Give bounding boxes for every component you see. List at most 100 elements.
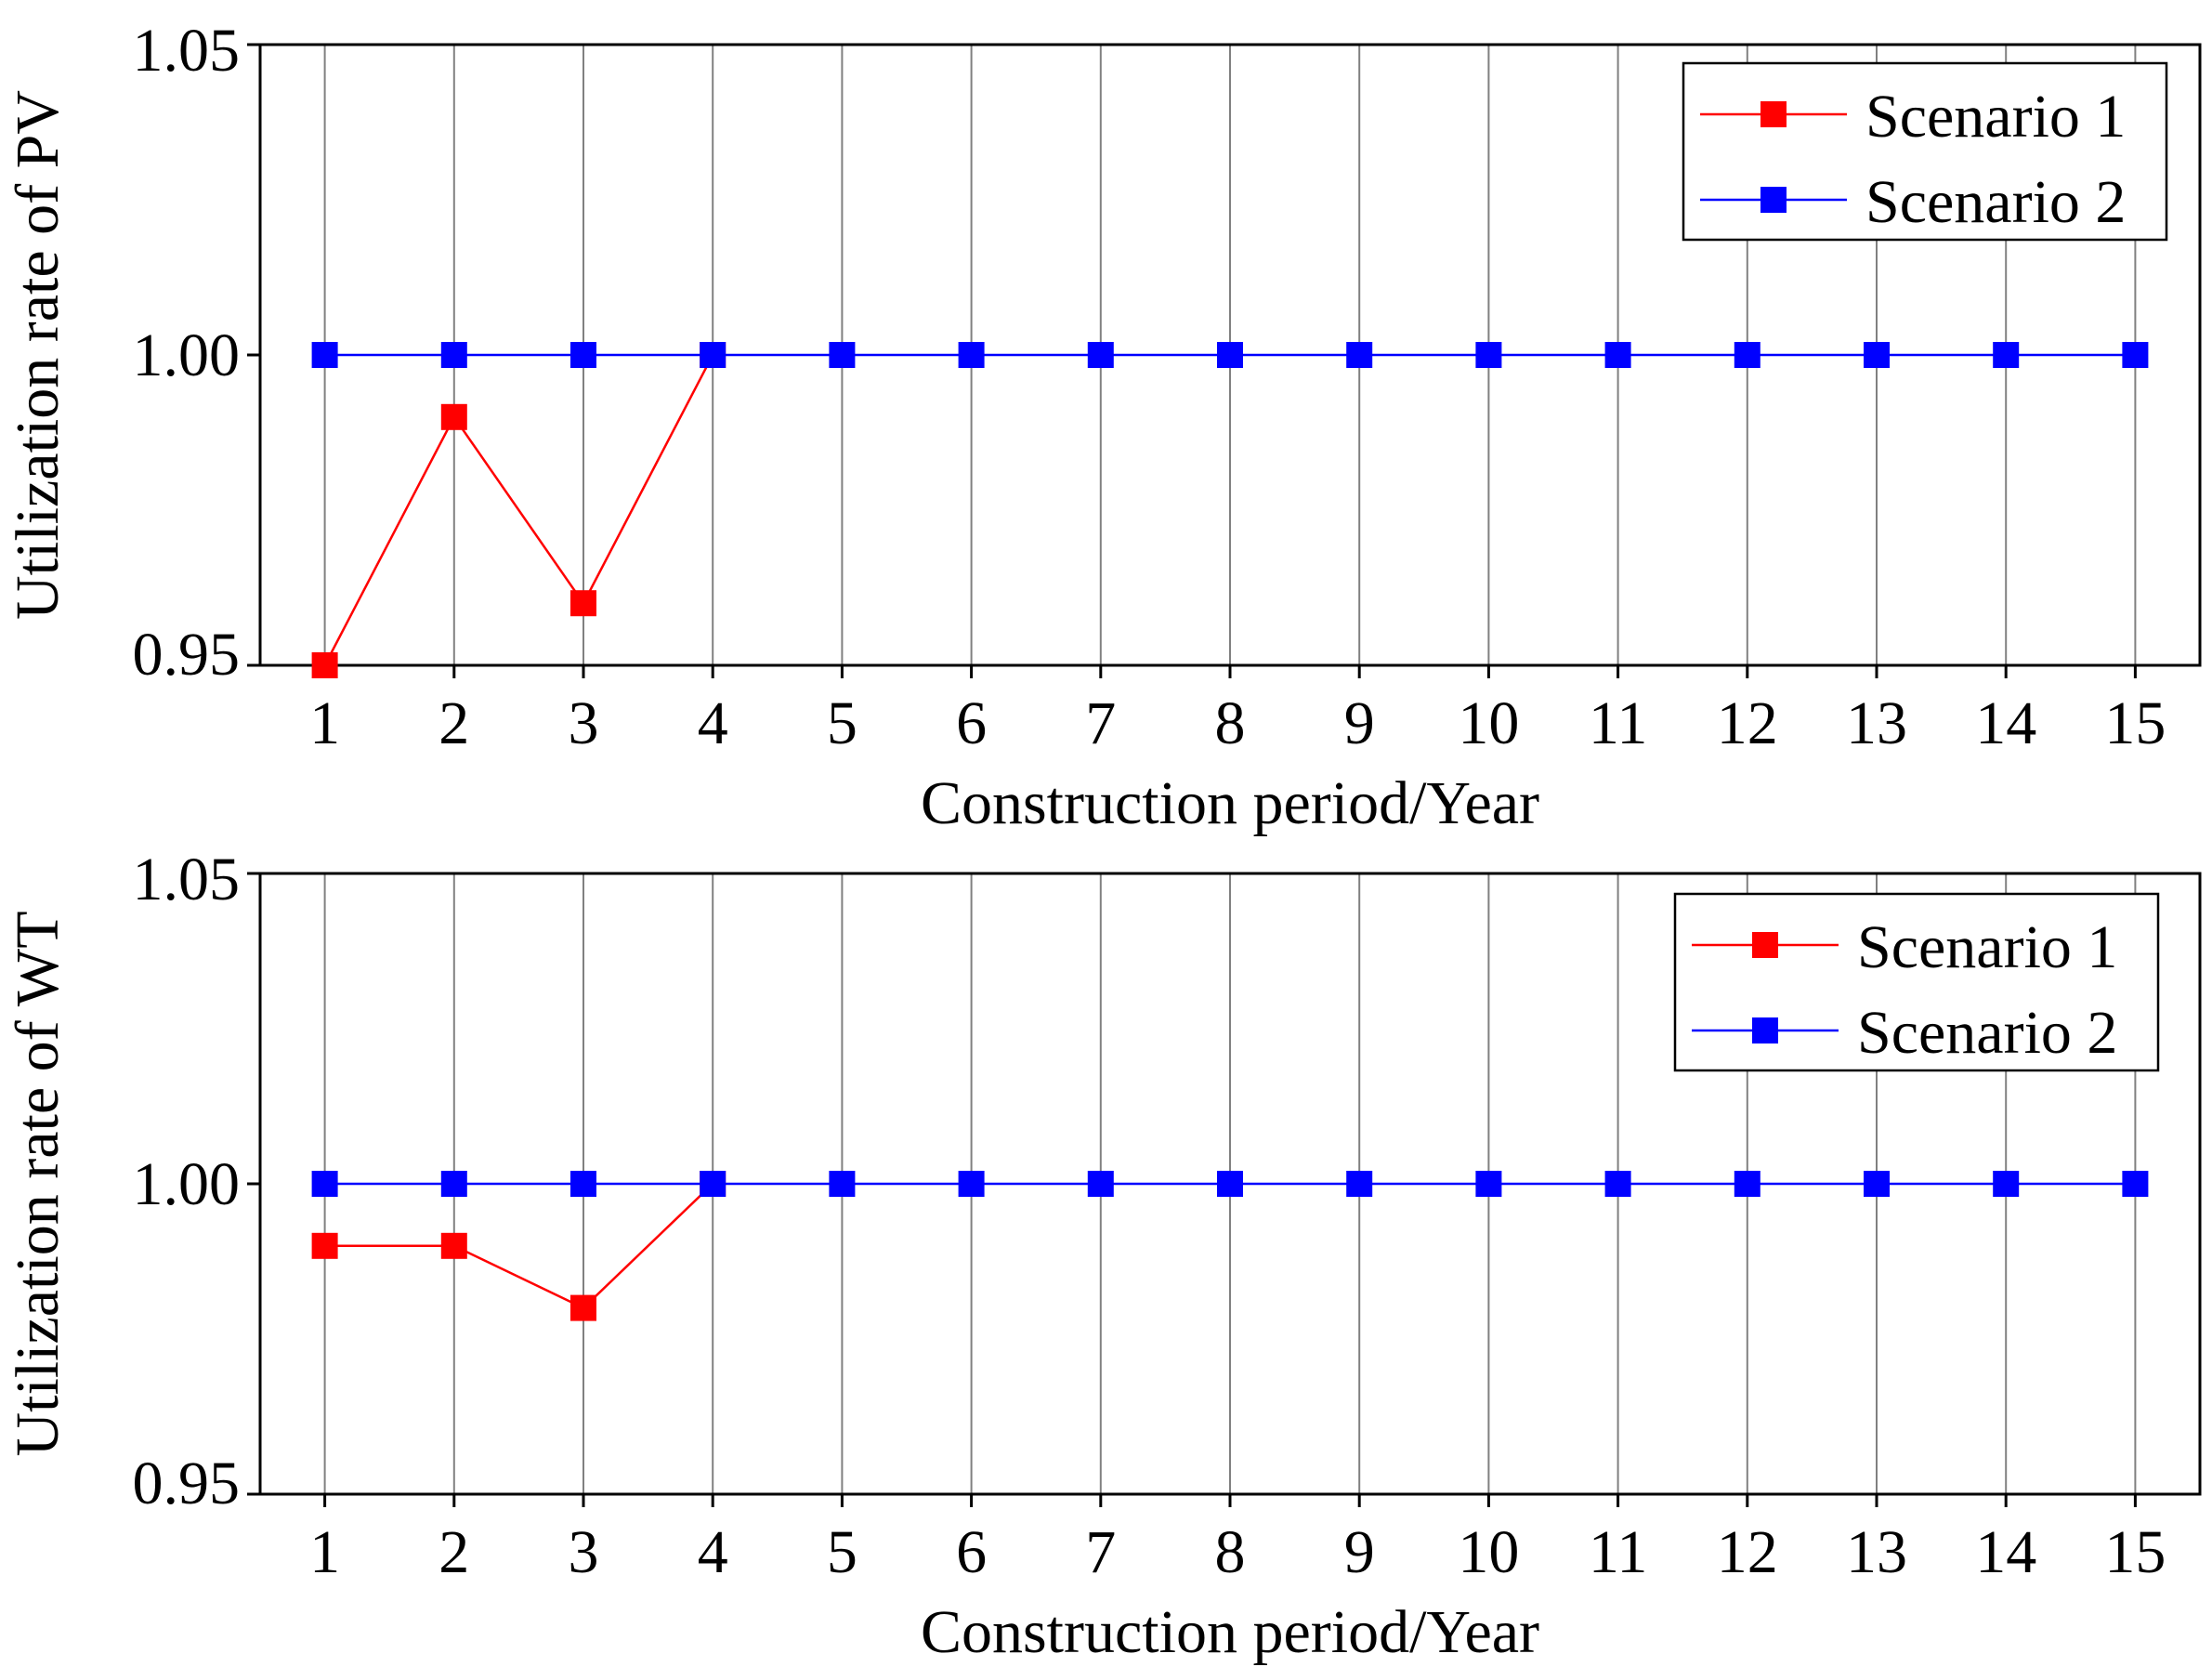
data-point bbox=[440, 403, 467, 430]
legend-label: Scenario 1 bbox=[1865, 83, 2126, 151]
chart-panel-1: 1 2 3 4 5 6 7 8 9 10 11 12 13 14 150.951.001.05Constru… bbox=[4, 17, 2202, 837]
legend: Scenario 1 Scenario 2 bbox=[1682, 61, 2168, 242]
data-point bbox=[570, 1294, 596, 1321]
x-tick-label: 12 bbox=[1717, 1518, 1778, 1586]
y-axis: 0.95 1.00 1.05 bbox=[133, 846, 260, 1517]
legend-item-1: Scenario 1 bbox=[1700, 83, 2126, 151]
data-point bbox=[440, 1171, 467, 1197]
data-point bbox=[700, 1171, 726, 1197]
data-point bbox=[570, 342, 596, 368]
data-point bbox=[1604, 1171, 1631, 1197]
data-point bbox=[570, 1171, 596, 1197]
data-point bbox=[1087, 1171, 1114, 1197]
data-point bbox=[1993, 342, 2020, 368]
series-1 bbox=[311, 342, 726, 678]
x-tick-label: 2 bbox=[438, 1518, 469, 1586]
x-tick-label: 12 bbox=[1717, 689, 1778, 757]
data-point bbox=[1475, 342, 1502, 368]
x-axis-title: Construction period/Year bbox=[921, 769, 1539, 837]
x-tick-label: 4 bbox=[698, 689, 728, 757]
legend-label: Scenario 2 bbox=[1865, 168, 2126, 236]
data-point bbox=[829, 342, 856, 368]
series-2 bbox=[311, 1171, 2149, 1197]
y-axis-title: Utilization rate of PV bbox=[4, 90, 72, 620]
x-tick-label: 11 bbox=[1589, 1518, 1648, 1586]
y-axis: 0.95 1.00 1.05 bbox=[133, 17, 260, 689]
legend-marker bbox=[1760, 187, 1787, 213]
x-tick-label: 13 bbox=[1846, 689, 1907, 757]
data-point bbox=[1864, 1171, 1890, 1197]
data-point bbox=[440, 342, 467, 368]
chart-panel-2: 1 2 3 4 5 6 7 8 9 10 11 12 13 14 150.951.001.05Constru… bbox=[4, 846, 2202, 1666]
x-tick-label: 8 bbox=[1215, 1518, 1246, 1586]
data-point bbox=[311, 652, 338, 678]
data-point bbox=[1993, 1171, 2020, 1197]
legend-item-2: Scenario 2 bbox=[1700, 168, 2126, 236]
legend-marker bbox=[1752, 932, 1778, 958]
y-tick-label: 0.95 bbox=[133, 1450, 241, 1517]
y-tick-label: 1.05 bbox=[133, 846, 241, 913]
data-point bbox=[958, 342, 985, 368]
x-axis: 1 2 3 4 5 6 7 8 9 10 11 12 13 14 15 bbox=[309, 665, 2166, 757]
series-line bbox=[324, 1183, 714, 1310]
data-point bbox=[311, 1232, 338, 1259]
x-tick-label: 3 bbox=[569, 1518, 599, 1586]
data-point bbox=[1604, 342, 1631, 368]
y-axis-title: Utilization rate of WT bbox=[4, 911, 72, 1456]
series-2 bbox=[311, 342, 2149, 368]
y-tick-label: 0.95 bbox=[133, 621, 241, 689]
data-point bbox=[440, 1232, 467, 1259]
legend-item-2: Scenario 2 bbox=[1692, 999, 2117, 1067]
legend-item-1: Scenario 1 bbox=[1692, 913, 2117, 981]
y-tick-label: 1.00 bbox=[133, 322, 241, 389]
data-point bbox=[1864, 342, 1890, 368]
data-point bbox=[1346, 1171, 1373, 1197]
x-tick-label: 15 bbox=[2104, 689, 2166, 757]
x-tick-label: 13 bbox=[1846, 1518, 1907, 1586]
x-tick-label: 10 bbox=[1458, 689, 1519, 757]
x-tick-label: 8 bbox=[1215, 689, 1246, 757]
x-tick-label: 14 bbox=[1975, 689, 2036, 757]
data-point bbox=[311, 1171, 338, 1197]
data-point bbox=[1475, 1171, 1502, 1197]
x-tick-label: 6 bbox=[956, 1518, 987, 1586]
x-tick-label: 11 bbox=[1589, 689, 1648, 757]
x-tick-label: 5 bbox=[827, 1518, 857, 1586]
data-point bbox=[1087, 342, 1114, 368]
data-point bbox=[2122, 342, 2149, 368]
x-tick-label: 3 bbox=[569, 689, 599, 757]
x-tick-label: 6 bbox=[956, 689, 987, 757]
data-point bbox=[1217, 1171, 1243, 1197]
data-point bbox=[1217, 342, 1243, 368]
x-tick-label: 5 bbox=[827, 689, 857, 757]
x-tick-label: 10 bbox=[1458, 1518, 1519, 1586]
x-tick-label: 9 bbox=[1344, 689, 1375, 757]
data-point bbox=[2122, 1171, 2149, 1197]
x-tick-label: 9 bbox=[1344, 1518, 1375, 1586]
x-tick-label: 1 bbox=[309, 1518, 340, 1586]
series-line bbox=[323, 354, 714, 666]
legend-label: Scenario 2 bbox=[1857, 999, 2117, 1067]
data-point bbox=[958, 1171, 985, 1197]
x-tick-label: 15 bbox=[2104, 1518, 2166, 1586]
legend: Scenario 1 Scenario 2 bbox=[1673, 892, 2160, 1072]
x-axis: 1 2 3 4 5 6 7 8 9 10 11 12 13 14 15 bbox=[309, 1494, 2166, 1586]
data-point bbox=[1346, 342, 1373, 368]
legend-label: Scenario 1 bbox=[1857, 913, 2117, 981]
y-tick-label: 1.00 bbox=[133, 1150, 241, 1218]
y-tick-label: 1.05 bbox=[133, 17, 241, 85]
legend-marker bbox=[1760, 101, 1787, 127]
data-point bbox=[311, 342, 338, 368]
data-point bbox=[829, 1171, 856, 1197]
data-point bbox=[1734, 1171, 1760, 1197]
x-tick-label: 4 bbox=[698, 1518, 728, 1586]
x-tick-label: 2 bbox=[438, 689, 469, 757]
data-point bbox=[570, 590, 596, 617]
x-tick-label: 1 bbox=[309, 689, 340, 757]
legend-marker bbox=[1752, 1017, 1778, 1043]
x-tick-label: 14 bbox=[1975, 1518, 2036, 1586]
x-tick-label: 7 bbox=[1085, 689, 1116, 757]
x-tick-label: 7 bbox=[1085, 1518, 1116, 1586]
series-1 bbox=[311, 1171, 726, 1321]
